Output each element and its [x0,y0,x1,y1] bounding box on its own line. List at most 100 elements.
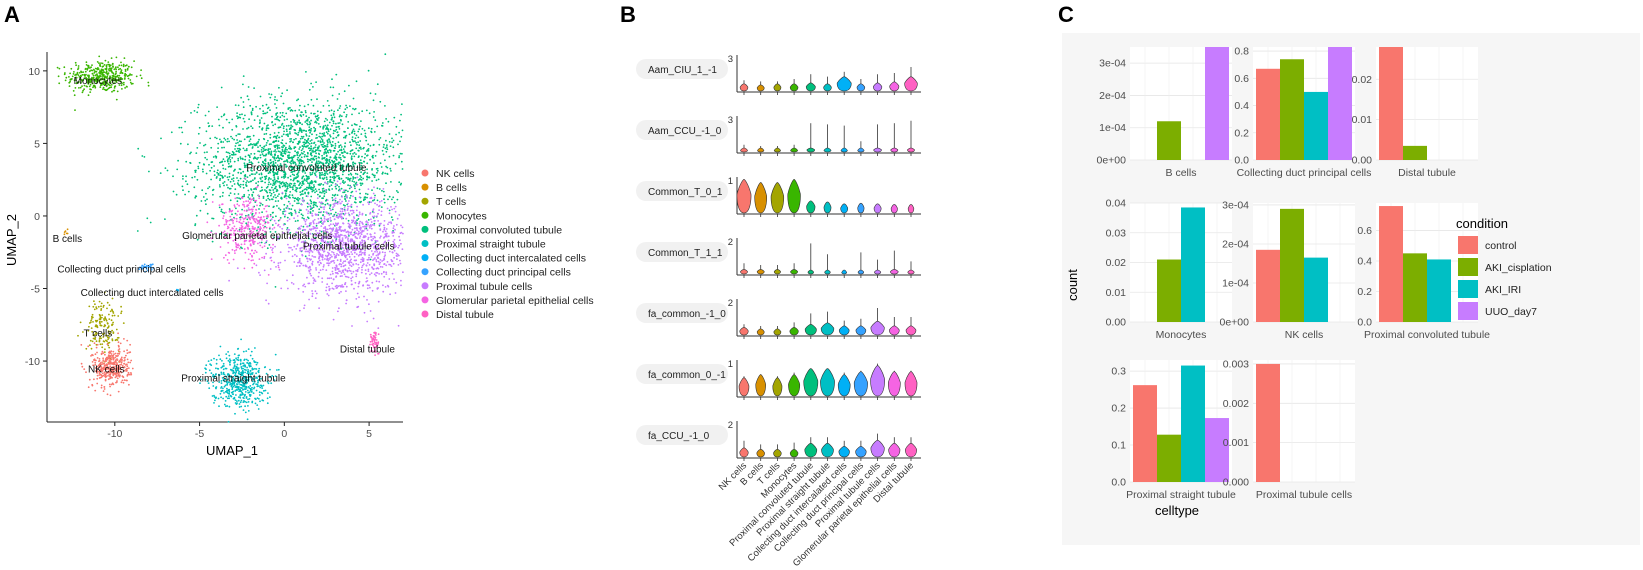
umap-point [272,191,275,194]
umap-point [109,81,112,84]
umap-point [108,68,110,70]
umap-point [338,107,341,109]
umap-point [268,181,270,184]
umap-point [312,206,315,209]
umap-point [277,266,280,269]
umap-point [108,341,111,344]
umap-point [130,74,133,76]
umap-point [211,125,214,127]
umap-point [366,154,369,157]
umap-point [369,258,372,261]
umap-point [352,128,355,131]
umap-point [390,170,392,172]
umap-point [362,259,365,262]
umap-point [238,168,241,170]
umap-point [292,118,295,121]
umap-point [250,188,252,190]
umap-point [258,258,261,260]
umap-point [113,85,116,88]
umap-point [252,242,255,244]
umap-point [367,270,370,272]
umap-point [321,244,324,247]
umap-point [377,260,380,263]
umap-point [286,148,288,151]
umap-point [352,140,354,142]
umap-point [250,169,253,172]
umap-point [330,233,333,236]
umap-point [334,164,337,167]
umap-point [351,136,354,139]
umap-point [310,127,313,130]
umap-point [278,237,281,240]
umap-point [366,320,369,323]
umap-point [278,136,280,139]
umap-point [383,258,386,261]
umap-point [364,228,366,230]
umap-point [342,170,344,173]
umap-point [380,210,383,213]
umap-point [242,83,244,86]
umap-point [242,128,244,130]
umap-point [324,170,326,173]
umap-point [80,344,83,346]
umap-point [370,221,373,223]
umap-point [363,253,366,256]
umap-point [379,258,382,261]
umap-point [267,161,270,164]
umap-point [352,97,355,100]
umap-point [347,249,350,251]
umap-point [347,276,350,279]
umap-point [299,247,302,250]
umap-point [286,216,289,219]
umap-point [236,267,239,270]
umap-point [247,189,250,192]
umap-point [339,105,342,107]
umap-point [261,146,263,149]
umap-point [373,232,376,235]
umap-point [77,334,79,337]
umap-point [263,149,266,152]
umap-point [393,201,396,204]
umap-point [351,113,353,116]
umap-point [278,218,281,221]
umap-point [272,247,274,250]
umap-point [311,290,313,292]
umap-point [274,96,276,98]
umap-point [233,153,235,156]
umap-point [257,226,260,229]
umap-point [269,136,272,139]
umap-point [371,173,374,176]
umap-point [289,106,291,109]
umap-point [282,154,284,157]
umap-point [371,169,373,171]
umap-point [385,165,387,168]
umap-point [283,182,285,185]
umap-point [267,197,270,200]
umap-point [331,267,334,269]
umap-point [231,178,233,181]
umap-point [126,365,129,368]
umap-point [102,73,105,76]
umap-point [117,349,120,351]
umap-point [249,138,252,141]
umap-point [344,237,347,239]
umap-point [197,106,200,109]
umap-point [298,159,301,162]
umap-point [233,160,236,163]
umap-point [211,189,214,192]
umap-point [399,152,402,155]
umap-point [352,247,354,250]
umap-point [329,86,332,89]
umap-point [262,147,265,150]
umap-point [221,160,224,163]
umap-point [315,292,318,295]
umap-point [315,122,318,124]
umap-point [343,273,346,276]
umap-point [301,145,304,147]
umap-point [255,105,257,108]
umap-point [343,254,346,256]
umap-point [238,140,241,143]
umap-point [297,169,300,172]
umap-point [337,126,340,128]
umap-point [245,214,247,217]
